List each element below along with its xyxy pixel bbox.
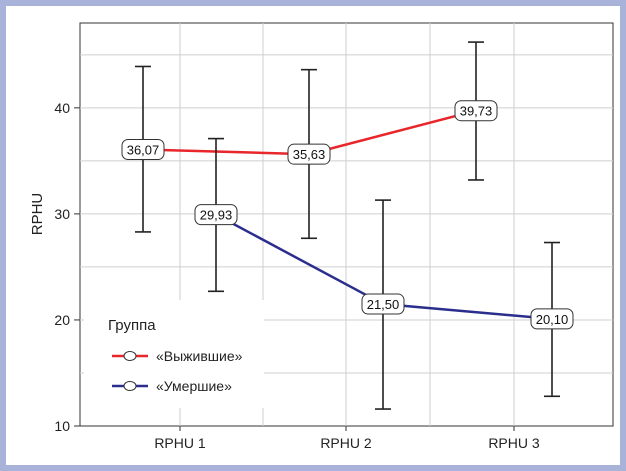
- y-tick-label: 10: [54, 418, 70, 434]
- data-label: 20,10: [536, 312, 569, 327]
- legend-label: «Умершие»: [156, 378, 232, 394]
- data-label: 36,07: [127, 143, 160, 158]
- legend-box: [84, 300, 264, 408]
- data-label-box: [454, 100, 498, 122]
- legend-label: «Выжившие»: [156, 348, 243, 364]
- y-axis-title: RPHU: [29, 193, 46, 236]
- y-tick-label: 40: [54, 100, 70, 116]
- legend: Группа «Выжившие» «Умершие»: [84, 300, 264, 408]
- x-tick-label: RPHU 2: [320, 435, 372, 451]
- data-label-box: [361, 293, 405, 315]
- data-label-box: [530, 308, 574, 330]
- x-tick-label: RPHU 1: [154, 435, 206, 451]
- series-2: 29,93 21,50 20,10: [194, 137, 574, 410]
- data-label: 39,73: [460, 104, 493, 119]
- data-label: 35,63: [293, 147, 326, 162]
- data-label-box: [121, 139, 165, 161]
- data-label-box: [194, 204, 238, 226]
- legend-marker: [123, 351, 137, 361]
- legend-title: Группа: [108, 317, 156, 334]
- data-label: 29,93: [200, 208, 233, 223]
- data-label-box: [287, 143, 331, 165]
- axes: 10 20 30 40 RPHU 1 RPHU 2 RPHU 3: [54, 100, 539, 451]
- y-tick-label: 20: [54, 312, 70, 328]
- y-tick-label: 30: [54, 206, 70, 222]
- series-layer: 36,07 35,63 39,73 29,93 21,50 20,10: [121, 41, 574, 410]
- data-label: 21,50: [367, 297, 400, 312]
- series-1: 36,07 35,63 39,73: [121, 41, 498, 240]
- x-tick-label: RPHU 3: [488, 435, 540, 451]
- legend-marker: [123, 381, 137, 391]
